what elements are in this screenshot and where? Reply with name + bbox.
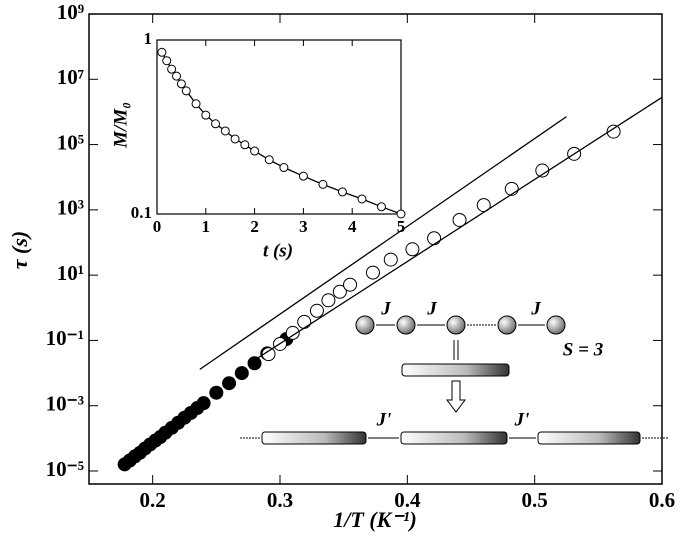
x-tick-label: 0.2 (140, 488, 166, 512)
point (427, 231, 442, 246)
point (247, 356, 262, 371)
inset: 0 1 2 3 4 5 0.1 1 (131, 29, 406, 236)
x-tick-label: 2 (250, 217, 259, 236)
point (222, 376, 237, 391)
point (264, 155, 274, 165)
point (318, 179, 328, 189)
spin (355, 315, 375, 335)
spin-label: S = 3 (563, 339, 603, 360)
fit-line (254, 96, 663, 361)
spin (446, 315, 466, 335)
plot-frame (88, 13, 663, 485)
point (606, 124, 621, 139)
spin (497, 315, 517, 335)
block-spin (261, 431, 367, 445)
point (396, 209, 406, 219)
point (201, 110, 211, 120)
x-tick-label: 0.4 (394, 488, 421, 512)
spin (396, 315, 416, 335)
y-tick-label: 1 (144, 29, 153, 48)
fit-line (199, 116, 567, 370)
spin (546, 315, 566, 335)
point (285, 325, 300, 340)
point (191, 99, 201, 109)
jprime-label: J' (514, 409, 530, 430)
y-tick-label: 0.1 (131, 203, 152, 222)
j-label: J (426, 298, 437, 319)
point (365, 265, 380, 280)
point (261, 347, 276, 362)
point (157, 47, 167, 57)
point (167, 64, 177, 74)
x-tick-label: 4 (348, 217, 357, 236)
point (298, 171, 308, 181)
block-spin (401, 363, 510, 377)
point (376, 202, 386, 212)
point (297, 314, 312, 329)
j-label: J (380, 298, 391, 319)
y-tick-label: 10⁻⁵ (46, 457, 84, 481)
inset-y-title: M/M₀ (110, 102, 131, 149)
point (240, 140, 250, 150)
y-tick-label: 10⁻³ (46, 392, 84, 416)
jprime-label: J' (376, 409, 392, 430)
inset-frame (156, 39, 402, 215)
point (250, 146, 260, 156)
point (309, 303, 324, 318)
y-tick-label: 10¹ (57, 261, 84, 285)
y-tick-label: 10⁵ (57, 130, 84, 154)
x-tick-label: 1 (202, 217, 211, 236)
x-tick-label: 5 (397, 217, 406, 236)
point (332, 284, 347, 299)
point (181, 86, 191, 96)
y-tick-label: 10⁻¹ (46, 326, 84, 350)
x-tick-label: 3 (299, 217, 308, 236)
x-tick-label: 0.5 (522, 488, 548, 512)
point (452, 212, 467, 227)
x-tick-label: 0 (153, 217, 162, 236)
point (321, 293, 336, 308)
point (220, 126, 230, 136)
point (211, 119, 221, 129)
point (162, 56, 172, 66)
point (337, 187, 347, 197)
point (172, 71, 182, 81)
point (234, 366, 249, 381)
y-tick-label: 10⁹ (57, 0, 84, 24)
inset-x-title: t (s) (263, 240, 293, 261)
x-tick-label: 0.3 (267, 488, 293, 512)
point (196, 396, 211, 411)
point (343, 277, 358, 292)
y-tick-label: 10⁷ (57, 65, 84, 89)
point (405, 242, 420, 257)
spin-diagram (240, 315, 668, 445)
x-axis-title: 1/T (K⁻¹) (333, 507, 417, 532)
point (504, 181, 519, 196)
block-spin (400, 431, 508, 445)
point (383, 252, 398, 267)
block-spin (537, 431, 641, 445)
y-axis-title: τ (s) (7, 231, 32, 269)
point (209, 385, 224, 400)
j-label: J (530, 298, 541, 319)
point (230, 134, 240, 144)
point (279, 163, 289, 173)
point (357, 194, 367, 204)
y-tick-label: 10³ (57, 196, 84, 220)
hollow-arrow (446, 380, 466, 413)
x-tick-label: 0.6 (649, 488, 675, 512)
point (176, 79, 186, 89)
